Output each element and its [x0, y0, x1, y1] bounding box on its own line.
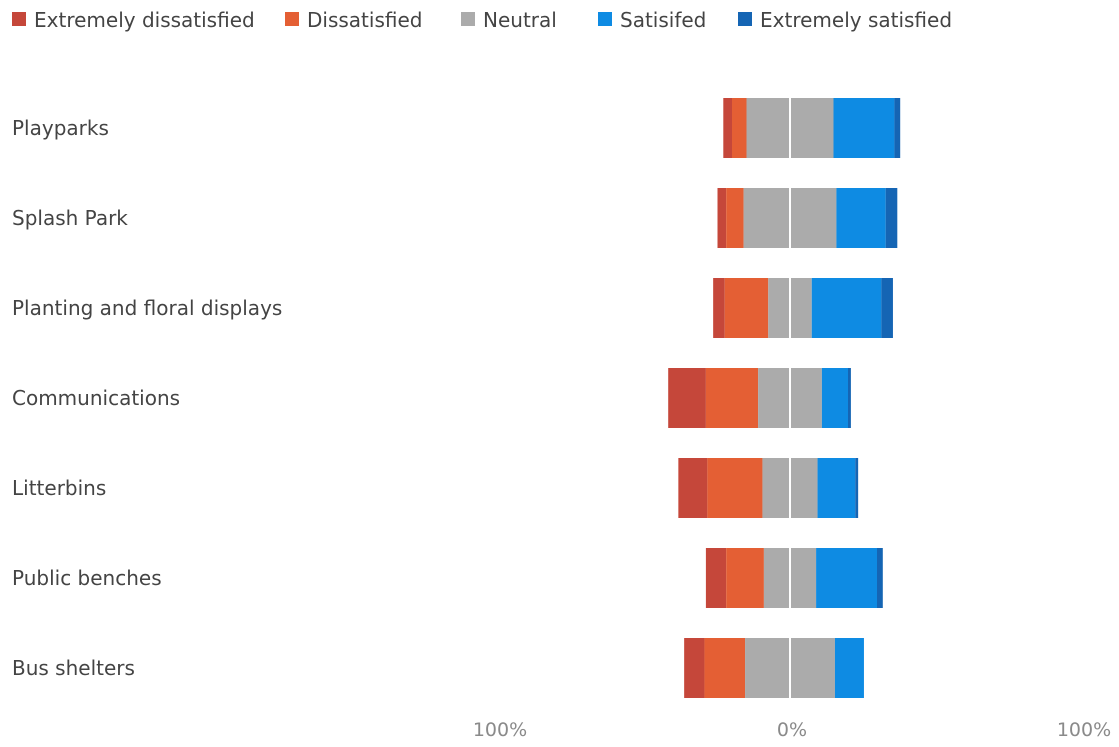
bar-segment-extremely-satisfied	[855, 458, 859, 518]
legend: Extremely dissatisfied Dissatisfied Neutra…	[12, 8, 952, 32]
bar-segment-extremely-dissatisfied	[713, 278, 725, 338]
legend-item-dissatisfied: Dissatisfied	[285, 8, 422, 32]
bars	[668, 98, 901, 698]
bar-segment-extremely-satisfied	[894, 98, 901, 158]
category-label: Planting and floral displays	[12, 296, 282, 320]
bar-segment-dissatisfied	[726, 188, 744, 248]
bar-segment-satisifed	[836, 188, 886, 248]
category-labels: Playparks Splash Park Planting and floral …	[12, 116, 282, 680]
bar-row-planting-and-floral-displays	[713, 278, 893, 338]
bar-segment-dissatisfied	[705, 368, 759, 428]
bar-segment-dissatisfied	[732, 98, 747, 158]
category-label: Bus shelters	[12, 656, 135, 680]
bar-segment-extremely-dissatisfied	[723, 98, 732, 158]
bar-segment-extremely-dissatisfied	[668, 368, 706, 428]
bar-segment-extremely-dissatisfied	[705, 548, 727, 608]
legend-swatch	[598, 12, 612, 26]
x-tick-label: 100%	[1057, 719, 1111, 741]
bar-segment-satisifed	[817, 458, 856, 518]
bar-segment-extremely-satisfied	[885, 188, 898, 248]
bar-segment-extremely-dissatisfied	[678, 458, 708, 518]
bar-segment-extremely-satisfied	[848, 368, 851, 428]
bar-segment-dissatisfied	[707, 458, 763, 518]
legend-item-satisifed: Satisifed	[598, 8, 706, 32]
category-label: Communications	[12, 386, 180, 410]
category-label: Splash Park	[12, 206, 128, 230]
x-tick-label: 0%	[777, 719, 807, 741]
bar-segment-extremely-satisfied	[877, 548, 883, 608]
bar-row-communications	[668, 368, 851, 428]
legend-label: Satisifed	[620, 8, 706, 32]
bar-segment-satisifed	[811, 278, 882, 338]
legend-label: Dissatisfied	[307, 8, 422, 32]
bar-segment-extremely-satisfied	[881, 278, 893, 338]
bar-segment-dissatisfied	[724, 278, 769, 338]
category-label: Public benches	[12, 566, 162, 590]
bar-segment-dissatisfied	[726, 548, 764, 608]
legend-label: Extremely dissatisfied	[34, 8, 255, 32]
bar-row-playparks	[723, 98, 901, 158]
category-label: Playparks	[12, 116, 109, 140]
legend-swatch	[738, 12, 752, 26]
legend-label: Neutral	[483, 8, 557, 32]
bar-row-splash-park	[717, 188, 898, 248]
bar-segment-satisifed	[834, 638, 864, 698]
category-label: Litterbins	[12, 476, 106, 500]
legend-swatch	[461, 12, 475, 26]
bar-segment-satisifed	[821, 368, 848, 428]
bar-segment-dissatisfied	[704, 638, 746, 698]
bar-row-bus-shelters	[684, 638, 864, 698]
bar-row-litterbins	[678, 458, 859, 518]
bar-row-public-benches	[705, 548, 883, 608]
legend-item-extremely-satisfied: Extremely satisfied	[738, 8, 952, 32]
legend-item-extremely-dissatisfied: Extremely dissatisfied	[12, 8, 255, 32]
x-axis: 100% 0% 100%	[473, 719, 1111, 741]
legend-swatch	[12, 12, 26, 26]
bar-segment-extremely-dissatisfied	[684, 638, 705, 698]
bar-segment-satisifed	[833, 98, 895, 158]
x-tick-label: 100%	[473, 719, 527, 741]
bar-segment-satisifed	[816, 548, 877, 608]
legend-swatch	[285, 12, 299, 26]
legend-label: Extremely satisfied	[760, 8, 952, 32]
legend-item-neutral: Neutral	[461, 8, 557, 32]
bar-segment-extremely-dissatisfied	[717, 188, 727, 248]
